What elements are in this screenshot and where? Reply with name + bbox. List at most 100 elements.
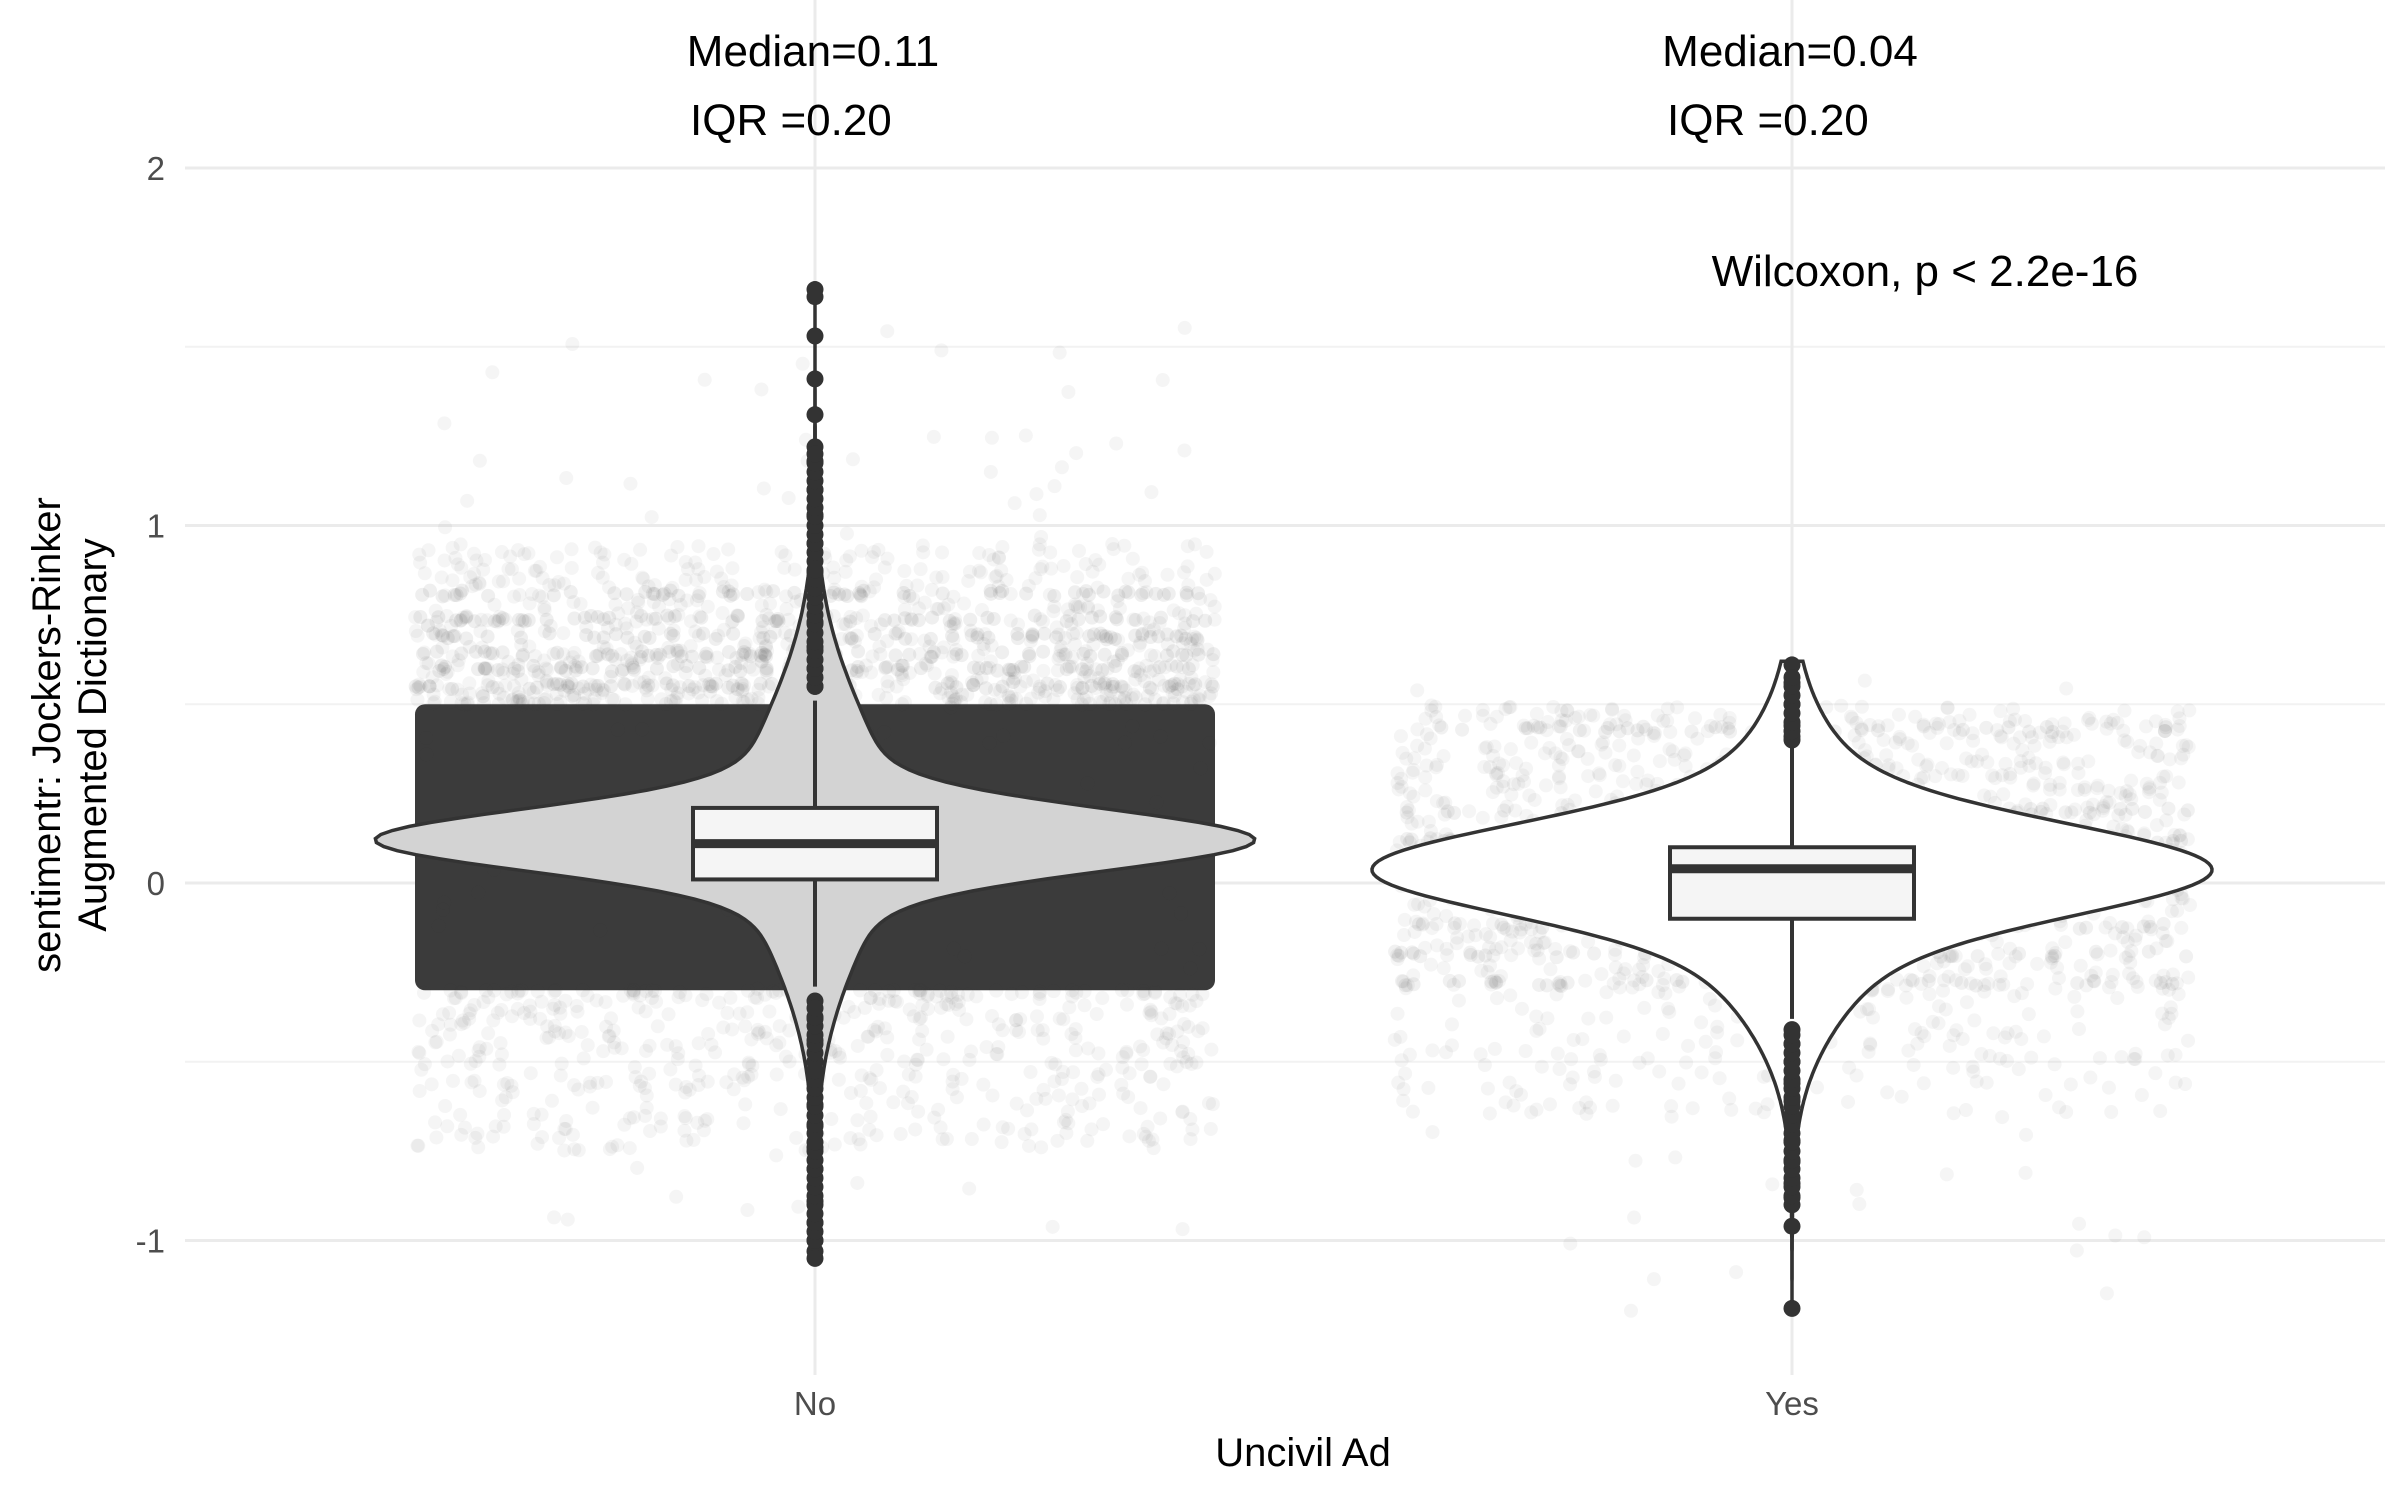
jitter-point	[1003, 663, 1018, 678]
jitter-point	[856, 583, 871, 598]
jitter-point	[558, 993, 573, 1008]
jitter-point	[495, 611, 510, 626]
jitter-point	[1566, 1032, 1581, 1047]
jitter-point	[2099, 795, 2114, 810]
jitter-point	[569, 660, 584, 675]
jitter-point	[584, 608, 599, 623]
jitter-point	[987, 682, 1002, 697]
jitter-point	[935, 681, 950, 696]
jitter-point	[411, 1138, 426, 1153]
jitter-point	[1056, 558, 1071, 573]
jitter-point	[437, 416, 452, 431]
jitter-point	[742, 660, 757, 675]
jitter-point	[720, 1005, 735, 1020]
jitter-point	[426, 696, 441, 711]
jitter-point	[453, 1107, 468, 1122]
jitter-point	[455, 1013, 470, 1028]
jitter-point	[706, 547, 721, 562]
jitter-point	[2064, 805, 2079, 820]
jitter-point	[1140, 689, 1155, 704]
jitter-point	[2047, 948, 2062, 963]
jitter-point	[978, 694, 993, 709]
jitter-point	[1405, 1104, 1420, 1119]
jitter-point	[1069, 985, 1084, 1000]
jitter-point	[1929, 956, 1944, 971]
jitter-point	[1032, 992, 1047, 1007]
jitter-point	[953, 694, 968, 709]
jitter-point	[2090, 781, 2105, 796]
jitter-point	[1943, 949, 1958, 964]
jitter-point	[678, 988, 693, 1003]
jitter-point	[1710, 1025, 1725, 1040]
jitter-point	[539, 691, 554, 706]
jitter-point	[663, 694, 678, 709]
jitter-point	[1964, 754, 1979, 769]
jitter-point	[2021, 1007, 2036, 1022]
jitter-point	[608, 652, 623, 667]
jitter-point	[940, 1029, 955, 1044]
jitter-point	[1144, 485, 1159, 500]
jitter-point	[976, 1077, 991, 1092]
jitter-point	[1486, 748, 1501, 763]
jitter-point	[670, 686, 685, 701]
jitter-point	[1011, 617, 1026, 632]
jitter-point	[1989, 934, 2004, 949]
jitter-point	[845, 452, 860, 467]
jitter-point	[1117, 690, 1132, 705]
jitter-point	[1061, 1116, 1076, 1131]
jitter-point	[1618, 962, 1633, 977]
jitter-point	[2018, 1165, 2033, 1180]
jitter-point	[497, 1107, 512, 1122]
jitter-point	[578, 695, 593, 710]
jitter-point	[1955, 1031, 1970, 1046]
jitter-point	[1572, 1101, 1587, 1116]
jitter-point	[1940, 700, 1955, 715]
jitter-point	[1174, 628, 1189, 643]
jitter-point	[2043, 777, 2058, 792]
jitter-point	[458, 610, 473, 625]
jitter-point	[450, 658, 465, 673]
jitter-point	[1070, 692, 1085, 707]
jitter-point	[638, 1108, 653, 1123]
jitter-point	[761, 611, 776, 626]
jitter-point	[1934, 760, 1949, 775]
jitter-point	[1022, 649, 1037, 664]
jitter-point	[1079, 584, 1094, 599]
jitter-point	[571, 1082, 586, 1097]
jitter-point	[824, 1112, 839, 1127]
jitter-point	[505, 1085, 520, 1100]
jitter-point	[1164, 658, 1179, 673]
jitter-point	[1974, 1047, 1989, 1062]
jitter-point	[1849, 715, 1864, 730]
jitter-point	[886, 1095, 901, 1110]
jitter-point	[1932, 999, 1947, 1014]
jitter-point	[940, 676, 955, 691]
jitter-point	[1203, 1121, 1218, 1136]
jitter-point	[912, 646, 927, 661]
jitter-point	[982, 736, 997, 751]
jitter-point	[1417, 899, 1432, 914]
jitter-point	[1138, 697, 1153, 712]
jitter-point	[1488, 975, 1503, 990]
jitter-point	[2056, 755, 2071, 770]
jitter-point	[1166, 644, 1181, 659]
jitter-point	[726, 613, 741, 628]
jitter-point	[627, 662, 642, 677]
jitter-point	[431, 610, 446, 625]
jitter-point	[556, 647, 571, 662]
jitter-point	[2115, 920, 2130, 935]
jitter-point	[468, 644, 483, 659]
jitter-point	[980, 610, 995, 625]
jitter-point	[491, 574, 506, 589]
jitter-point	[2083, 1070, 2098, 1085]
jitter-point	[1119, 1046, 1134, 1061]
jitter-point	[991, 550, 1006, 565]
jitter-point	[1010, 626, 1025, 641]
jitter-point	[897, 695, 912, 710]
jitter-point	[1406, 977, 1421, 992]
jitter-point	[910, 1053, 925, 1068]
jitter-point	[1065, 983, 1080, 998]
jitter-point	[653, 647, 668, 662]
jitter-point	[721, 663, 736, 678]
jitter-point	[1019, 586, 1034, 601]
